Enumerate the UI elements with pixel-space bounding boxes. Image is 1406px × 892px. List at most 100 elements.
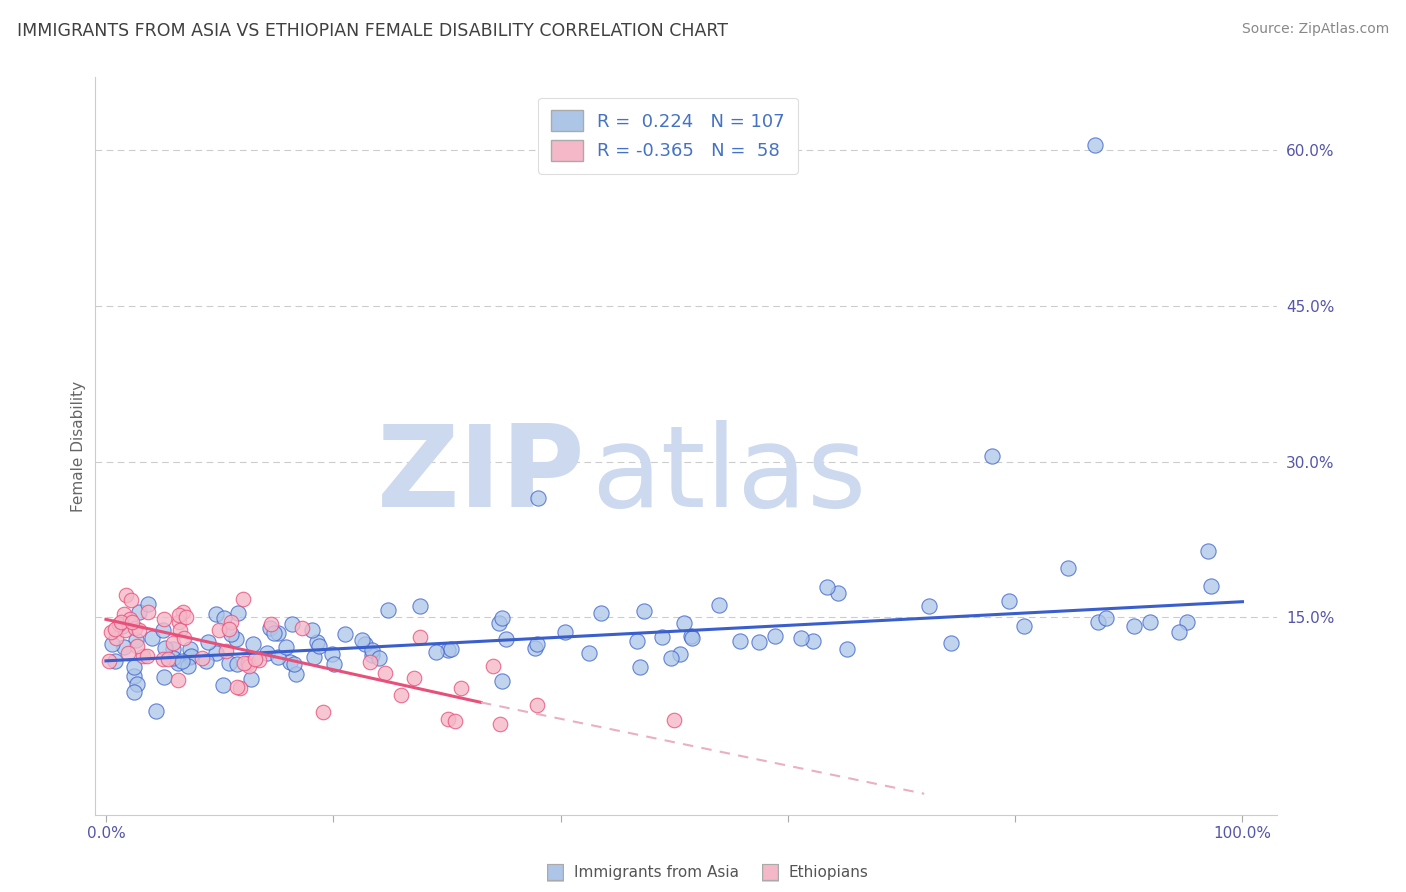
Point [301,624,323,638]
Point [659,651,682,665]
Point [232,592,254,607]
Text: □: □ [546,863,565,882]
Text: ■: ■ [761,863,780,882]
Point [333,627,356,641]
Point [312,706,335,720]
Point [179,642,201,657]
Point [662,713,685,727]
Point [1199,579,1222,593]
Point [1057,561,1080,575]
Point [238,657,260,671]
Point [359,655,381,669]
Point [1122,619,1144,633]
Point [104,631,127,645]
Point [111,618,134,632]
Point [633,604,655,618]
Point [526,637,548,651]
Point [98,654,121,668]
Point [374,665,396,680]
Point [136,605,159,619]
Point [263,625,285,640]
Point [1084,137,1107,152]
Point [1175,615,1198,629]
Text: Ethiopians: Ethiopians [789,865,869,880]
Point [157,651,180,665]
Point [226,606,249,620]
Point [100,637,122,651]
Point [136,598,159,612]
Point [437,642,460,657]
Point [763,629,786,643]
Text: IMMIGRANTS FROM ASIA VS ETHIOPIAN FEMALE DISABILITY CORRELATION CHART: IMMIGRANTS FROM ASIA VS ETHIOPIAN FEMALE… [17,22,728,40]
Point [308,640,330,654]
Point [1139,615,1161,629]
Point [489,717,512,731]
Point [136,648,159,663]
Point [377,603,399,617]
Point [681,632,703,646]
Point [115,588,138,602]
Point [179,650,201,665]
Point [239,672,262,686]
Point [219,627,242,641]
Point [322,657,344,672]
Point [267,625,290,640]
Point [307,635,329,649]
Point [100,625,122,640]
Point [112,607,135,621]
Point [679,629,702,643]
Point [1095,611,1118,625]
Point [117,646,139,660]
Text: Source: ZipAtlas.com: Source: ZipAtlas.com [1241,22,1389,37]
Point [226,657,249,671]
Point [491,674,513,689]
Point [815,580,838,594]
Point [495,632,517,646]
Point [218,656,240,670]
Point [1087,615,1109,630]
Point [226,680,249,694]
Point [1167,624,1189,639]
Point [669,647,692,661]
Point [145,704,167,718]
Point [219,615,242,630]
Text: □: □ [761,863,780,882]
Point [228,681,250,695]
Point [167,673,190,687]
Point [190,651,212,665]
Point [153,640,176,655]
Point [488,615,510,630]
Point [425,645,447,659]
Point [748,635,770,649]
Point [360,642,382,657]
Point [790,632,813,646]
Point [242,637,264,651]
Point [169,623,191,637]
Point [256,646,278,660]
Point [214,611,236,625]
Point [801,634,824,648]
Point [321,647,343,661]
Point [110,615,132,630]
Point [444,714,467,728]
Point [104,622,127,636]
Point [243,652,266,666]
Point [628,659,651,673]
Point [281,617,304,632]
Point [122,685,145,699]
Point [353,637,375,651]
Point [409,630,432,644]
Point [247,652,270,666]
Point [120,593,142,607]
Point [176,610,198,624]
Text: ZIP: ZIP [377,420,585,531]
Point [218,622,240,636]
Point [195,654,218,668]
Point [108,617,131,632]
Point [162,636,184,650]
Point [170,654,193,668]
Point [285,666,308,681]
Y-axis label: Female Disability: Female Disability [72,380,86,511]
Point [167,656,190,670]
Point [121,615,143,630]
